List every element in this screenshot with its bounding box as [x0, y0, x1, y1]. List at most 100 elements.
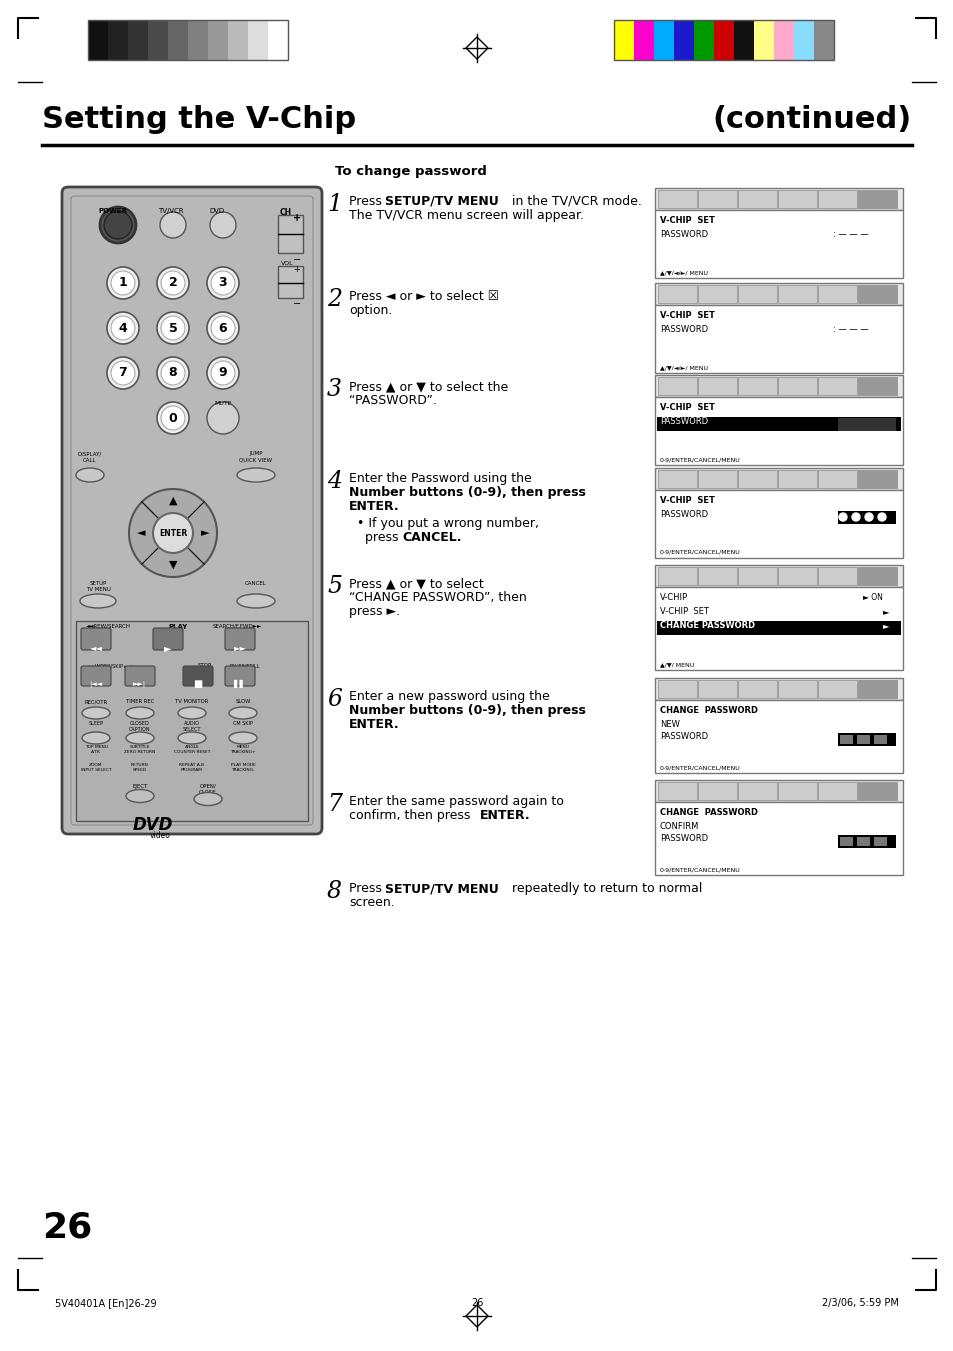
Text: : — — —: : — — —: [832, 230, 868, 239]
Bar: [837, 734, 895, 746]
Bar: [655, 586, 902, 670]
Text: CM SKIP: CM SKIP: [233, 721, 253, 725]
Text: ▲/▼/ MENU: ▲/▼/ MENU: [659, 662, 694, 667]
Text: PLAY: PLAY: [168, 624, 187, 630]
Bar: [76, 621, 308, 821]
Bar: [658, 470, 697, 488]
Bar: [817, 567, 856, 585]
Bar: [738, 567, 776, 585]
Bar: [655, 565, 902, 586]
Bar: [655, 780, 902, 802]
Bar: [778, 285, 816, 303]
Text: CLOSED
CAPTION: CLOSED CAPTION: [129, 721, 151, 732]
Bar: [837, 417, 895, 431]
Bar: [148, 20, 168, 59]
Bar: [698, 567, 737, 585]
Text: SETUP: SETUP: [90, 581, 107, 586]
Ellipse shape: [236, 594, 274, 608]
Bar: [634, 20, 654, 59]
Text: SETUP/TV MENU: SETUP/TV MENU: [385, 882, 498, 894]
Text: CANCEL.: CANCEL.: [401, 531, 461, 544]
Text: 0-9/ENTER/CANCEL/MENU: 0-9/ENTER/CANCEL/MENU: [659, 765, 740, 770]
Bar: [698, 782, 737, 800]
Text: 7: 7: [118, 366, 128, 380]
Text: video: video: [150, 831, 171, 840]
Text: Press ▲ or ▼ to select the: Press ▲ or ▼ to select the: [349, 380, 508, 393]
Text: ◄: ◄: [136, 528, 145, 538]
Text: NEW: NEW: [659, 720, 679, 730]
Text: 9: 9: [218, 366, 227, 380]
Circle shape: [211, 272, 234, 295]
Circle shape: [211, 361, 234, 385]
Bar: [857, 782, 896, 800]
Bar: [753, 20, 773, 59]
Bar: [857, 285, 896, 303]
Bar: [698, 470, 737, 488]
Circle shape: [207, 357, 239, 389]
Text: −: −: [293, 255, 301, 265]
Circle shape: [851, 513, 859, 521]
Bar: [873, 838, 886, 846]
Circle shape: [161, 316, 185, 340]
Bar: [654, 20, 673, 59]
Text: Press ▲ or ▼ to select: Press ▲ or ▼ to select: [349, 577, 483, 590]
Circle shape: [161, 407, 185, 430]
Bar: [277, 215, 303, 253]
Text: +: +: [293, 265, 299, 274]
Circle shape: [161, 361, 185, 385]
Text: CHANGE  PASSWORD: CHANGE PASSWORD: [659, 707, 758, 715]
Bar: [655, 188, 902, 209]
Bar: [658, 680, 697, 698]
Ellipse shape: [229, 707, 256, 719]
Ellipse shape: [82, 732, 110, 744]
Bar: [658, 782, 697, 800]
Text: 0-9/ENTER/CANCEL/MENU: 0-9/ENTER/CANCEL/MENU: [659, 867, 740, 871]
Bar: [857, 567, 896, 585]
Text: ■: ■: [193, 680, 202, 689]
Circle shape: [157, 357, 189, 389]
Bar: [817, 782, 856, 800]
Text: ENTER.: ENTER.: [349, 500, 399, 513]
Bar: [778, 680, 816, 698]
FancyBboxPatch shape: [152, 628, 183, 650]
Text: Enter the Password using the: Enter the Password using the: [349, 471, 531, 485]
Text: ►: ►: [882, 607, 888, 616]
Text: confirm, then press: confirm, then press: [349, 809, 474, 821]
Text: SUBTITLE
ZERO RETURN: SUBTITLE ZERO RETURN: [124, 744, 155, 754]
Text: CALL: CALL: [83, 458, 96, 463]
Text: press ►.: press ►.: [349, 605, 399, 617]
Bar: [713, 20, 733, 59]
Text: Setting the V-Chip: Setting the V-Chip: [42, 105, 355, 134]
Text: 2/3/06, 5:59 PM: 2/3/06, 5:59 PM: [821, 1298, 898, 1308]
Text: PASSWORD: PASSWORD: [659, 732, 707, 740]
Text: ◄◄: ◄◄: [90, 643, 102, 653]
Text: ▲: ▲: [169, 496, 177, 507]
Bar: [88, 20, 108, 59]
Text: screen.: screen.: [349, 896, 395, 909]
Text: JUMP: JUMP: [249, 451, 262, 457]
Bar: [698, 190, 737, 208]
Text: Enter a new password using the: Enter a new password using the: [349, 690, 549, 703]
Bar: [655, 467, 902, 490]
Bar: [614, 20, 634, 59]
Text: 5V40401A [En]26-29: 5V40401A [En]26-29: [55, 1298, 156, 1308]
Text: ▲/▼/◄/►/ MENU: ▲/▼/◄/►/ MENU: [659, 365, 707, 370]
Text: |◄◄: |◄◄: [90, 681, 103, 688]
Circle shape: [107, 267, 139, 299]
Circle shape: [100, 207, 136, 243]
Text: 1: 1: [327, 193, 341, 216]
Text: 0-9/ENTER/CANCEL/MENU: 0-9/ENTER/CANCEL/MENU: [659, 550, 740, 555]
Text: TV/VCR: TV/VCR: [158, 208, 183, 213]
Text: STOP: STOP: [198, 663, 212, 667]
Text: V-CHIP  SET: V-CHIP SET: [659, 311, 714, 320]
Bar: [655, 282, 902, 305]
Ellipse shape: [126, 732, 153, 744]
Text: DVD: DVD: [209, 208, 224, 213]
Circle shape: [129, 489, 216, 577]
Bar: [698, 377, 737, 394]
Circle shape: [107, 312, 139, 345]
Bar: [277, 266, 303, 299]
Text: 0-9/ENTER/CANCEL/MENU: 0-9/ENTER/CANCEL/MENU: [659, 457, 740, 462]
Text: CANCEL: CANCEL: [245, 581, 267, 586]
Text: DVD: DVD: [132, 816, 173, 834]
